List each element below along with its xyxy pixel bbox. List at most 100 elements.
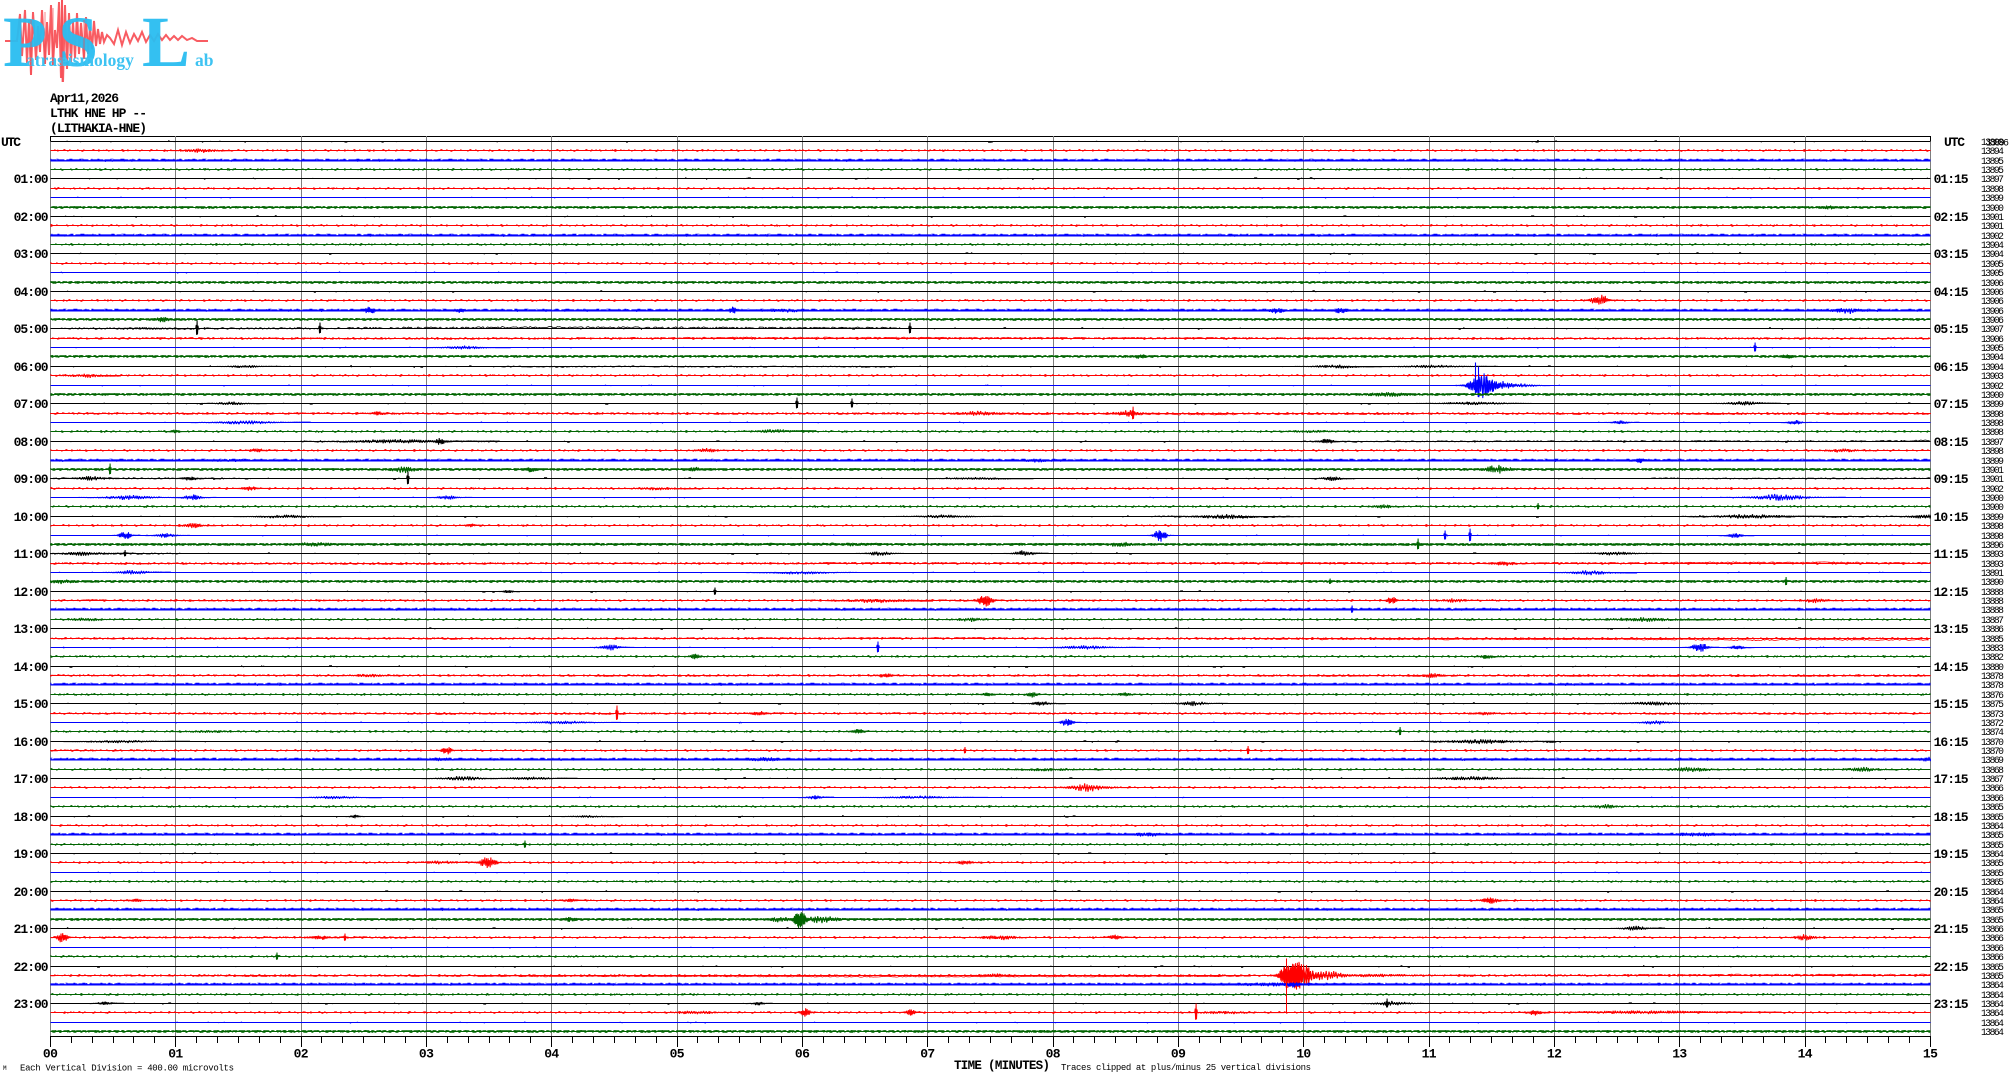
svg-text:13906: 13906 bbox=[1981, 306, 2004, 317]
svg-text:13898: 13898 bbox=[1981, 446, 2004, 457]
svg-text:04:00: 04:00 bbox=[14, 285, 49, 300]
svg-text:13873: 13873 bbox=[1981, 709, 2004, 720]
svg-text:13890: 13890 bbox=[1981, 577, 2004, 588]
svg-text:21:15: 21:15 bbox=[1934, 922, 1969, 937]
svg-text:Traces clipped at plus/minus 2: Traces clipped at plus/minus 25 vertical… bbox=[1061, 1063, 1311, 1073]
svg-text:13887: 13887 bbox=[1981, 615, 2004, 626]
svg-text:06:15: 06:15 bbox=[1934, 360, 1969, 375]
svg-text:01: 01 bbox=[168, 1047, 183, 1062]
svg-text:eismology: eismology bbox=[60, 50, 134, 70]
svg-text:13888: 13888 bbox=[1981, 596, 2004, 607]
svg-text:08: 08 bbox=[1046, 1047, 1061, 1062]
svg-text:20:00: 20:00 bbox=[14, 885, 49, 900]
svg-text:13899: 13899 bbox=[1981, 456, 2004, 467]
svg-text:12:15: 12:15 bbox=[1934, 585, 1969, 600]
svg-text:13864: 13864 bbox=[1981, 980, 2004, 991]
svg-text:07: 07 bbox=[920, 1047, 935, 1062]
svg-text:13866: 13866 bbox=[1981, 793, 2004, 804]
svg-text:13869: 13869 bbox=[1981, 755, 2004, 766]
svg-text:13882: 13882 bbox=[1981, 652, 2004, 663]
svg-text:Apr11,2026: Apr11,2026 bbox=[50, 91, 119, 106]
svg-text:14:00: 14:00 bbox=[14, 660, 49, 675]
svg-text:13903: 13903 bbox=[1981, 371, 2004, 382]
svg-text:13900: 13900 bbox=[1981, 203, 2004, 214]
svg-text:13878: 13878 bbox=[1981, 680, 2004, 691]
svg-text:13: 13 bbox=[1672, 1047, 1687, 1062]
svg-text:03: 03 bbox=[419, 1047, 434, 1062]
svg-text:13888: 13888 bbox=[1981, 605, 2004, 616]
svg-text:13:00: 13:00 bbox=[14, 622, 49, 637]
svg-text:13904: 13904 bbox=[1981, 362, 2004, 373]
svg-text:00: 00 bbox=[43, 1047, 58, 1062]
svg-text:13900: 13900 bbox=[1981, 493, 2004, 504]
svg-text:LTHK HNE HP --: LTHK HNE HP -- bbox=[50, 106, 147, 121]
svg-text:13897: 13897 bbox=[1981, 437, 2004, 448]
svg-text:13866: 13866 bbox=[1981, 943, 2004, 954]
svg-text:13897: 13897 bbox=[1981, 174, 2004, 185]
svg-text:UTC: UTC bbox=[1944, 135, 1965, 150]
svg-text:TIME (MINUTES): TIME (MINUTES) bbox=[954, 1059, 1050, 1073]
svg-text:11:00: 11:00 bbox=[14, 547, 49, 562]
svg-text:13905: 13905 bbox=[1981, 268, 2004, 279]
svg-text:13902: 13902 bbox=[1981, 381, 2004, 392]
svg-text:13872: 13872 bbox=[1981, 718, 2004, 729]
svg-text:13899: 13899 bbox=[1981, 512, 2004, 523]
svg-text:09:15: 09:15 bbox=[1934, 472, 1969, 487]
svg-text:13864: 13864 bbox=[1981, 849, 2004, 860]
svg-text:13865: 13865 bbox=[1981, 877, 2004, 888]
svg-text:13866: 13866 bbox=[1981, 783, 2004, 794]
svg-text:13866: 13866 bbox=[1981, 952, 2004, 963]
svg-text:13865: 13865 bbox=[1981, 962, 2004, 973]
svg-text:23:00: 23:00 bbox=[14, 997, 49, 1012]
svg-text:13875: 13875 bbox=[1981, 699, 2004, 710]
svg-text:13898: 13898 bbox=[1981, 521, 2004, 532]
svg-text:13900: 13900 bbox=[1981, 502, 2004, 513]
svg-text:13906: 13906 bbox=[1981, 278, 2004, 289]
svg-text:15:15: 15:15 bbox=[1934, 697, 1969, 712]
svg-text:13864: 13864 bbox=[1981, 999, 2004, 1010]
svg-text:13901: 13901 bbox=[1981, 474, 2004, 485]
svg-text:13891: 13891 bbox=[1981, 568, 2004, 579]
svg-text:13864: 13864 bbox=[1981, 887, 2004, 898]
svg-text:13878: 13878 bbox=[1981, 671, 2004, 682]
svg-text:13898: 13898 bbox=[1981, 418, 2004, 429]
svg-text:13885: 13885 bbox=[1981, 634, 2004, 645]
svg-text:08:15: 08:15 bbox=[1934, 435, 1969, 450]
svg-text:13870: 13870 bbox=[1981, 737, 2004, 748]
svg-text:13896: 13896 bbox=[1986, 137, 2009, 148]
svg-text:05:00: 05:00 bbox=[14, 322, 49, 337]
svg-text:07:15: 07:15 bbox=[1934, 397, 1969, 412]
svg-text:12:00: 12:00 bbox=[14, 585, 49, 600]
svg-text:15:00: 15:00 bbox=[14, 697, 49, 712]
svg-text:13906: 13906 bbox=[1981, 334, 2004, 345]
svg-text:17:15: 17:15 bbox=[1934, 772, 1969, 787]
svg-text:10: 10 bbox=[1296, 1047, 1311, 1062]
svg-text:14:15: 14:15 bbox=[1934, 660, 1969, 675]
svg-text:13868: 13868 bbox=[1981, 765, 2004, 776]
svg-text:08:00: 08:00 bbox=[14, 435, 49, 450]
svg-text:05:15: 05:15 bbox=[1934, 322, 1969, 337]
svg-text:07:00: 07:00 bbox=[14, 397, 49, 412]
svg-text:13905: 13905 bbox=[1981, 259, 2004, 270]
svg-text:UTC: UTC bbox=[1, 135, 21, 150]
svg-text:13906: 13906 bbox=[1981, 287, 2004, 298]
svg-text:15: 15 bbox=[1923, 1047, 1938, 1062]
svg-text:13876: 13876 bbox=[1981, 690, 2004, 701]
svg-text:13904: 13904 bbox=[1981, 249, 2004, 260]
svg-text:13865: 13865 bbox=[1981, 971, 2004, 982]
svg-text:09: 09 bbox=[1171, 1047, 1186, 1062]
svg-text:13904: 13904 bbox=[1981, 240, 2004, 251]
svg-text:13907: 13907 bbox=[1981, 324, 2004, 335]
svg-text:13880: 13880 bbox=[1981, 662, 2004, 673]
svg-text:13898: 13898 bbox=[1981, 409, 2004, 420]
svg-text:13893: 13893 bbox=[1981, 559, 2004, 570]
svg-text:19:15: 19:15 bbox=[1934, 847, 1969, 862]
svg-text:13895: 13895 bbox=[1981, 165, 2004, 176]
svg-text:13898: 13898 bbox=[1981, 427, 2004, 438]
svg-text:13906: 13906 bbox=[1981, 296, 2004, 307]
svg-text:13864: 13864 bbox=[1981, 896, 2004, 907]
svg-text:13893: 13893 bbox=[1981, 549, 2004, 560]
svg-text:13864: 13864 bbox=[1981, 821, 2004, 832]
svg-text:13865: 13865 bbox=[1981, 840, 2004, 851]
svg-text:02:00: 02:00 bbox=[14, 210, 49, 225]
